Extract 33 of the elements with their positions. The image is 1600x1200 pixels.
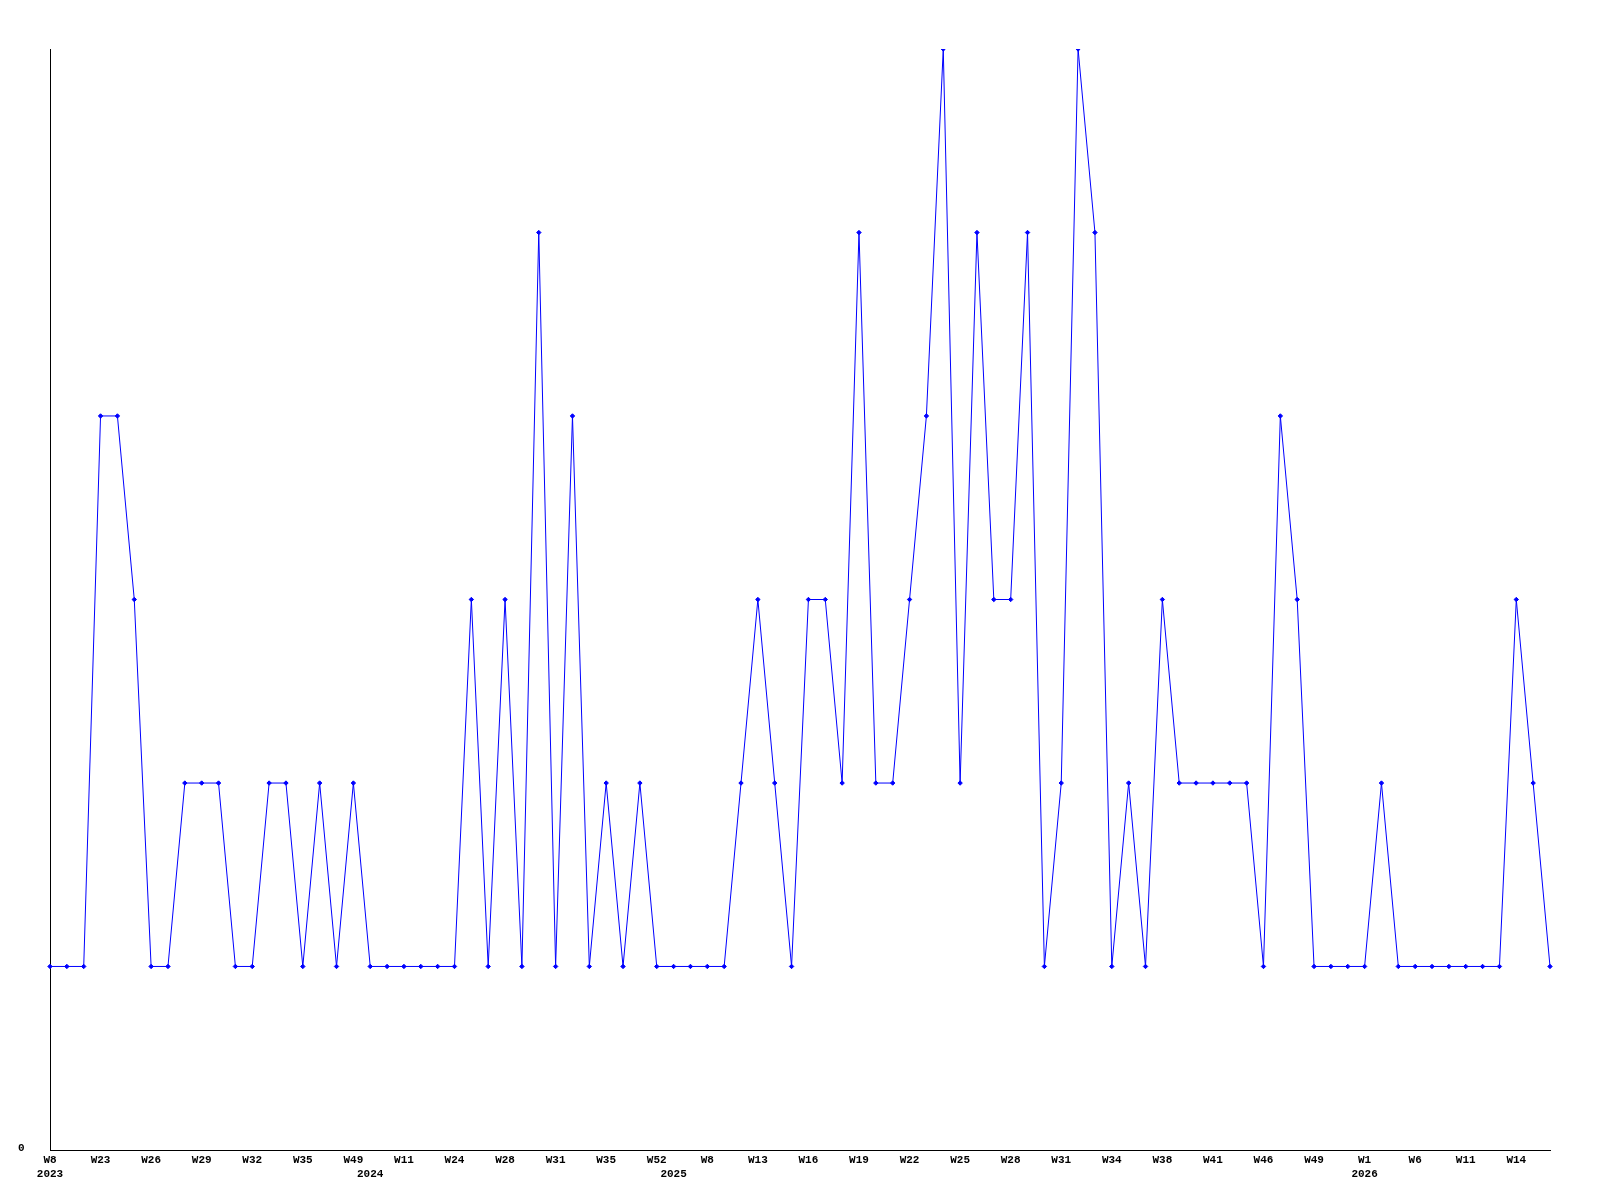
x-tick-label: W32 <box>242 1154 263 1167</box>
x-tick-label: W23 <box>90 1154 111 1167</box>
x-tick-label: W13 <box>747 1154 769 1167</box>
x-tick-label: W11 <box>394 1154 415 1167</box>
x-tick-label: W8 <box>700 1154 715 1167</box>
x-tick-label: W6 <box>1408 1154 1422 1167</box>
text: 0 <box>18 1142 25 1155</box>
x-tick-label: W28 <box>1000 1154 1021 1167</box>
x-tick-label: W19 <box>849 1154 869 1167</box>
x-tick-label: W49 <box>1304 1154 1324 1167</box>
x-tick-label: 2024 <box>357 1167 384 1180</box>
x-tick-label: W26 <box>141 1154 162 1167</box>
x-tick-label: W31 <box>545 1154 566 1167</box>
x-tick-label: 2025 <box>660 1167 688 1180</box>
x-tick-label: W25 <box>950 1154 971 1167</box>
x-tick-label: W49 <box>343 1154 364 1167</box>
x-tick-label: W52 <box>646 1154 667 1167</box>
x-tick-label: W29 <box>191 1154 212 1167</box>
x-tick-label: W41 <box>1203 1154 1224 1167</box>
x-tick-label: W38 <box>1152 1154 1173 1167</box>
x-tick-label: W16 <box>798 1154 819 1167</box>
x-tick-label: W35 <box>292 1154 314 1167</box>
x-tick-label: W8 2023 <box>36 1154 64 1180</box>
x-tick-label: W14 <box>1506 1154 1527 1167</box>
x-tick-label: W1 2026 <box>1351 1154 1378 1180</box>
x-tick-label: W11 <box>1455 1154 1477 1167</box>
x-tick-label: W35 <box>596 1154 617 1167</box>
x-tick-label: W46 <box>1253 1154 1274 1167</box>
x-tick-label: W28 <box>495 1154 516 1167</box>
x-tick-label: W31 <box>1051 1154 1072 1167</box>
x-tick-label: W22 <box>899 1154 920 1167</box>
x-tick-label: W24 <box>444 1154 465 1167</box>
x-tick-label: W34 <box>1101 1154 1123 1167</box>
